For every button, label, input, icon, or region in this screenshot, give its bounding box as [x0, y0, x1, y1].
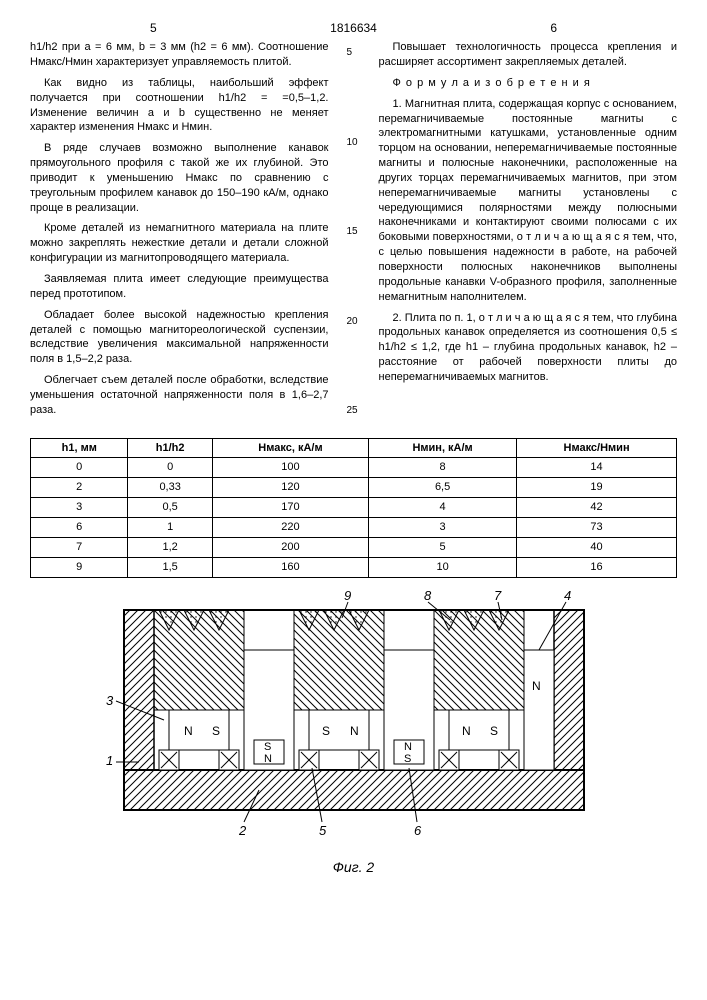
td: 220 [212, 517, 368, 537]
label-2: 2 [238, 823, 247, 838]
svg-text:N: N [350, 724, 359, 738]
td: 14 [517, 458, 677, 478]
td: 16 [517, 557, 677, 577]
ln: 15 [347, 225, 361, 239]
th: h1/h2 [128, 438, 212, 458]
table-row: 91,51601016 [31, 557, 677, 577]
page-header: 5 1816634 6 [30, 20, 677, 36]
para: В ряде случаев возможно выполнение канав… [30, 141, 329, 215]
td: 73 [517, 517, 677, 537]
svg-text:N: N [264, 753, 272, 765]
tbody: 0010081420,331206,51930,5170442612203737… [31, 458, 677, 577]
line-numbers: 5 10 15 20 25 [347, 40, 361, 423]
para: Кроме деталей из немагнитного материала … [30, 221, 329, 266]
td: 3 [31, 498, 128, 518]
td: 200 [212, 537, 368, 557]
table-row: 00100814 [31, 458, 677, 478]
td: 8 [369, 458, 517, 478]
ln: 20 [347, 315, 361, 329]
text-columns: h1/h2 при a = 6 мм, b = 3 мм (h2 = 6 мм)… [30, 40, 677, 423]
td: 0 [31, 458, 128, 478]
diagram-svg: N S S N S N N S N S [94, 590, 614, 850]
svg-text:N: N [462, 724, 471, 738]
td: 1,2 [128, 537, 212, 557]
td: 100 [212, 458, 368, 478]
table-row: 71,2200540 [31, 537, 677, 557]
label-9: 9 [344, 590, 351, 603]
td: 6,5 [369, 478, 517, 498]
para: Заявляемая плита имеет следующие преимущ… [30, 272, 329, 302]
th: Hмакс, кА/м [212, 438, 368, 458]
para: 2. Плита по п. 1, о т л и ч а ю щ а я с … [379, 311, 678, 385]
td: 5 [369, 537, 517, 557]
th: h1, мм [31, 438, 128, 458]
heading: Ф о р м у л а и з о б р е т е н и я [379, 76, 678, 91]
svg-text:S: S [264, 741, 271, 753]
figure-2: N S S N S N N S N S [94, 590, 614, 878]
para: Облегчает съем деталей после обработки, … [30, 373, 329, 418]
label-8: 8 [424, 590, 432, 603]
table-row: 30,5170442 [31, 498, 677, 518]
label-3: 3 [106, 693, 114, 708]
svg-text:S: S [404, 753, 411, 765]
table-row: 20,331206,519 [31, 478, 677, 498]
svg-text:S: S [322, 724, 330, 738]
td: 9 [31, 557, 128, 577]
td: 120 [212, 478, 368, 498]
td: 40 [517, 537, 677, 557]
label-1: 1 [106, 753, 113, 768]
ln: 10 [347, 136, 361, 150]
label-4: 4 [564, 590, 571, 603]
td: 10 [369, 557, 517, 577]
td: 170 [212, 498, 368, 518]
figure-caption: Фиг. 2 [94, 858, 614, 877]
td: 3 [369, 517, 517, 537]
td: 2 [31, 478, 128, 498]
td: 7 [31, 537, 128, 557]
td: 1,5 [128, 557, 212, 577]
svg-text:N: N [404, 741, 412, 753]
td: 42 [517, 498, 677, 518]
para: 1. Магнитная плита, содержащая корпус с … [379, 97, 678, 305]
td: 4 [369, 498, 517, 518]
svg-text:S: S [212, 724, 220, 738]
para: h1/h2 при a = 6 мм, b = 3 мм (h2 = 6 мм)… [30, 40, 329, 70]
ln: 5 [347, 46, 361, 60]
td: 19 [517, 478, 677, 498]
para: Как видно из таблицы, наибольший эффект … [30, 76, 329, 135]
label-5: 5 [319, 823, 327, 838]
right-column: Повышает технологичность процесса крепле… [379, 40, 678, 423]
table-row: 61220373 [31, 517, 677, 537]
th: Hмакс/Hмин [517, 438, 677, 458]
left-column: h1/h2 при a = 6 мм, b = 3 мм (h2 = 6 мм)… [30, 40, 329, 423]
td: 0 [128, 458, 212, 478]
svg-text:N: N [184, 724, 193, 738]
data-table: h1, мм h1/h2 Hмакс, кА/м Hмин, кА/м Hмак… [30, 438, 677, 578]
label-7: 7 [494, 590, 502, 603]
td: 0,33 [128, 478, 212, 498]
para: Повышает технологичность процесса крепле… [379, 40, 678, 70]
svg-text:S: S [490, 724, 498, 738]
td: 0,5 [128, 498, 212, 518]
td: 160 [212, 557, 368, 577]
para: Обладает более высокой надежностью крепл… [30, 308, 329, 367]
th: Hмин, кА/м [369, 438, 517, 458]
page-left: 5 [150, 20, 157, 36]
doc-number: 1816634 [330, 21, 377, 35]
ln: 25 [347, 404, 361, 418]
pole-group: N S S N S N N S N S [154, 610, 554, 770]
svg-text:N: N [532, 679, 541, 693]
page-right: 6 [550, 20, 557, 36]
td: 6 [31, 517, 128, 537]
label-6: 6 [414, 823, 422, 838]
td: 1 [128, 517, 212, 537]
